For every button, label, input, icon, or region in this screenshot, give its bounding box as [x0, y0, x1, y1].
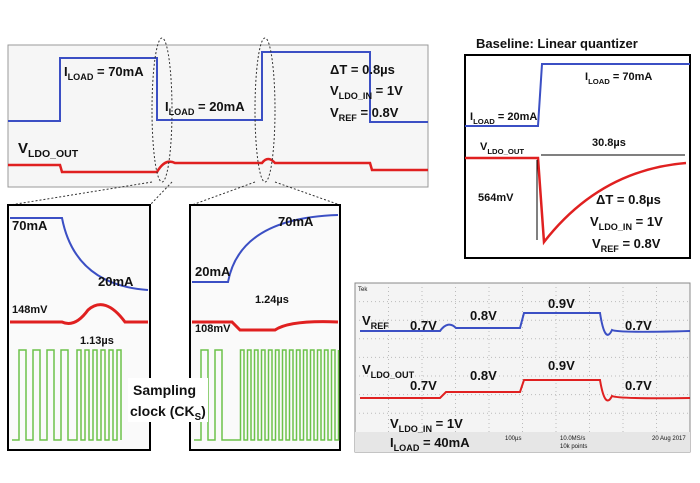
text-part: ΔT = 0.8µs — [596, 192, 661, 207]
text-part: 1.24µs — [255, 294, 289, 306]
text-part: 0.7V — [410, 318, 437, 333]
panel-b: Baseline: Linear quantizer ILOAD = 70mA … — [465, 36, 690, 258]
label: 1.13µs — [80, 335, 114, 347]
text-part: LDO_IN — [339, 91, 372, 101]
text-part: 0.7V — [625, 378, 652, 393]
text-part: ) — [201, 403, 206, 419]
label: 0.7V — [410, 318, 437, 333]
text-part: REF — [339, 113, 358, 123]
label: Sampling — [133, 382, 196, 398]
panel-a: ILOAD = 70mA ILOAD = 20mA ΔT = 0.8µs VLD… — [8, 38, 428, 187]
label: 1.24µs — [255, 294, 289, 306]
label: 148mV — [12, 304, 48, 316]
text-part: 0.9V — [548, 358, 575, 373]
text-part: = 0.8V — [619, 236, 661, 251]
title: Baseline: Linear quantizer — [476, 36, 638, 51]
text-part: V — [330, 83, 339, 98]
text-part: 70mA — [278, 214, 314, 229]
text-part: 10k points — [560, 444, 587, 450]
text-part: LOAD — [588, 77, 610, 86]
text-part: V — [592, 236, 601, 251]
label: 70mA — [278, 214, 314, 229]
text-part: REF — [371, 321, 390, 331]
panel-d: 70mA 20mA 1.24µs 108mV — [190, 205, 340, 450]
text-part: 70mA — [12, 218, 48, 233]
label: 10k points — [560, 444, 587, 450]
text-part: = 20mA — [495, 111, 538, 123]
text-part: = 1V — [432, 416, 463, 431]
text-part: 20mA — [98, 274, 134, 289]
label: 108mV — [195, 323, 231, 335]
text-part: 1.13µs — [80, 335, 114, 347]
text-part: 0.8V — [470, 368, 497, 383]
text-part: = 40mA — [419, 435, 470, 450]
text-part: REF — [601, 244, 620, 254]
text-part: Sampling — [133, 382, 196, 398]
label: 0.7V — [410, 378, 437, 393]
text-part: = 70mA — [93, 64, 144, 79]
label: 0.8V — [470, 368, 497, 383]
text-part: 0.7V — [625, 318, 652, 333]
text-part: V — [362, 313, 371, 328]
text-part: 108mV — [195, 323, 231, 335]
text-part: 100µs — [505, 436, 521, 442]
text-part: = 70mA — [610, 71, 653, 83]
label: 70mA — [12, 218, 48, 233]
text-part: 30.8µs — [592, 137, 626, 149]
label: Tek — [358, 287, 368, 293]
text-part: Baseline: Linear quantizer — [476, 36, 638, 51]
text-part: Tek — [358, 287, 368, 293]
text-part: ΔT = 0.8µs — [330, 62, 395, 77]
text-part: V — [390, 416, 399, 431]
text-part: 10.0MS/s — [560, 436, 585, 442]
text-part: LDO_OUT — [28, 148, 79, 160]
figure: ILOAD = 70mA ILOAD = 20mA ΔT = 0.8µs VLD… — [0, 0, 700, 478]
text-part: 0.7V — [410, 378, 437, 393]
label: ΔT = 0.8µs — [596, 192, 661, 207]
label: 20mA — [98, 274, 134, 289]
text-part: = 1V — [372, 83, 403, 98]
text-part: LOAD — [68, 72, 94, 82]
text-part: LOAD — [473, 117, 495, 126]
panel-e: Tek VREF 0.7V 0.8V 0.9V 0.7V VLDO_OUT 0.… — [355, 283, 690, 453]
text-part: = 20mA — [194, 99, 245, 114]
text-part: V — [330, 105, 339, 120]
text-part: LDO_OUT — [371, 370, 415, 380]
label: 100µs — [505, 436, 521, 442]
text-part: 564mV — [478, 192, 514, 204]
label: ΔT = 0.8µs — [330, 62, 395, 77]
text-part: LDO_OUT — [487, 147, 524, 156]
label: 10.0MS/s — [560, 436, 585, 442]
label: 0.7V — [625, 318, 652, 333]
text-part: LOAD — [394, 443, 420, 453]
label: 30.8µs — [592, 137, 626, 149]
label: 0.8V — [470, 308, 497, 323]
label: 564mV — [478, 192, 514, 204]
text-part: 0.9V — [548, 296, 575, 311]
text-part: 148mV — [12, 304, 48, 316]
text-part: V — [18, 140, 28, 157]
label: 0.9V — [548, 296, 575, 311]
text-part: 0.8V — [470, 308, 497, 323]
text-part: 20 Aug 2017 — [652, 436, 686, 442]
text-part: 20mA — [195, 264, 231, 279]
text-part: V — [590, 214, 599, 229]
label: 0.7V — [625, 378, 652, 393]
text-part: = 1V — [632, 214, 663, 229]
label: 20 Aug 2017 — [652, 436, 686, 442]
text-part: clock (CK — [130, 403, 195, 419]
text-part: LDO_IN — [399, 424, 432, 434]
text-part: = 0.8V — [357, 105, 399, 120]
text-part: LOAD — [169, 107, 195, 117]
label: 20mA — [195, 264, 231, 279]
text-part: LDO_IN — [599, 222, 632, 232]
label: 0.9V — [548, 358, 575, 373]
text-part: V — [362, 362, 371, 377]
